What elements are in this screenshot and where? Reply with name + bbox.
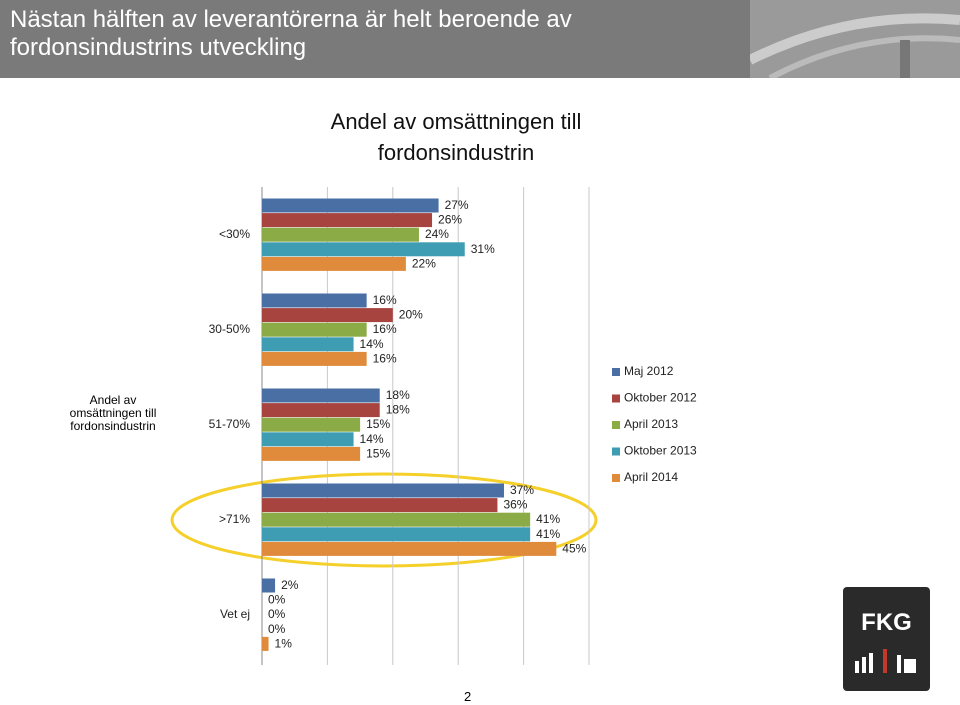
bar [262,446,361,461]
value-label: 22% [412,256,436,270]
value-label: 27% [445,198,469,212]
value-label: 14% [360,337,384,351]
value-label: 0% [268,607,286,621]
value-label: 16% [373,293,397,307]
bar [262,578,276,593]
y-tick-label: <30% [219,227,250,241]
bar [262,417,361,432]
value-label: 18% [386,388,410,402]
bar [262,322,367,337]
value-label: 0% [268,593,286,607]
value-label: 37% [510,483,534,497]
value-label: 24% [425,227,449,241]
legend-marker [612,421,620,429]
highlight-ellipse [170,472,598,568]
bar [262,541,557,556]
y-tick-label: 30-50% [209,322,251,336]
bar [262,293,367,308]
value-label: 16% [373,322,397,336]
logo-mark [855,649,916,673]
bar [262,227,419,242]
side-label: Andel av omsättningen till fordonsindust… [69,393,157,433]
value-label: 0% [268,622,286,636]
value-label: 1% [275,636,293,650]
bar [262,337,354,352]
y-tick-label: 51-70% [209,417,251,431]
bar [262,308,393,323]
legend-label: Oktober 2013 [624,444,697,458]
y-tick-label: Vet ej [220,607,250,621]
value-label: 18% [386,403,410,417]
header-image [750,0,960,78]
bar [262,527,531,542]
bar [262,403,380,418]
header-band: Nästan hälften av leverantörerna är helt… [0,0,960,78]
bar [262,256,406,271]
page-number: 2 [464,689,472,704]
value-label: 15% [366,417,390,431]
value-label: 41% [536,512,560,526]
value-label: 41% [536,527,560,541]
value-label: 16% [373,351,397,365]
bar [262,351,367,366]
bar [262,432,354,447]
bar [262,242,465,257]
legend-label: April 2013 [624,417,678,431]
value-label: 15% [366,446,390,460]
chart-title: Andel av omsättningen till fordonsindust… [330,109,582,165]
legend-marker [612,474,620,482]
legend-label: Maj 2012 [624,364,674,378]
value-label: 45% [562,541,586,555]
value-label: 31% [471,242,495,256]
y-tick-label: >71% [219,512,250,526]
bar [262,388,380,403]
logo: FKG [843,587,930,691]
bar [262,483,504,498]
bar [262,498,498,513]
value-label: 36% [503,498,527,512]
logo-text: FKG [861,609,912,636]
legend-marker [612,447,620,456]
legend-label: Oktober 2012 [624,391,697,405]
legend-marker [612,394,620,403]
value-label: 14% [360,432,384,446]
bar [262,512,531,527]
bar [262,636,269,651]
value-label: 20% [399,308,423,322]
value-label: 26% [438,213,462,227]
slide-title: Nästan hälften av leverantörerna är helt… [10,6,572,61]
legend-label: April 2014 [624,470,678,484]
bar [262,213,433,228]
value-label: 2% [281,578,299,592]
legend-marker [612,368,620,376]
bar [262,198,439,213]
